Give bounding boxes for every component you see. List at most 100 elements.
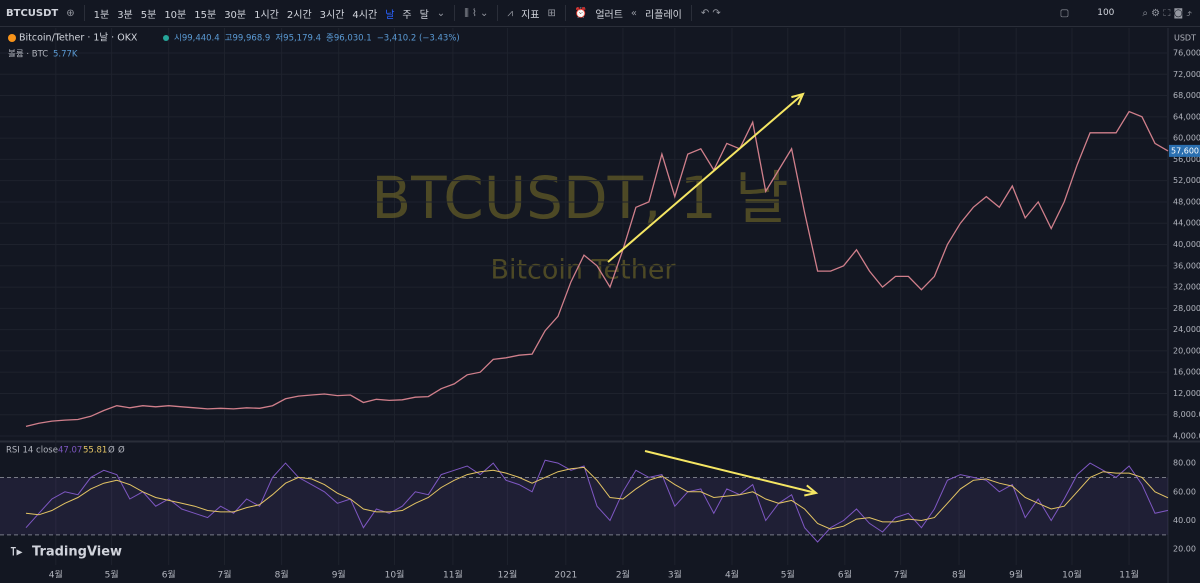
y-tick-label: 64,000.0 (1173, 112, 1200, 121)
legend-title: Bitcoin/Tether · 1날 · OKX (19, 33, 138, 44)
x-tick-label: 11월 (443, 569, 463, 581)
arrow-head (804, 484, 819, 497)
x-tick-label: 11월 (1119, 569, 1139, 581)
x-tick-label: 12월 (498, 569, 518, 581)
logo: TradingView (32, 545, 122, 560)
series-line (25, 466, 1169, 530)
y-tick-label: 48,000.0 (1173, 197, 1200, 206)
x-tick-label: 9월 (1009, 569, 1023, 581)
rsi-label: RSI 14 close (6, 446, 58, 456)
alert-icon[interactable]: ⏰ (574, 7, 588, 19)
interval[interactable]: 3분 (117, 9, 133, 21)
price-axis-bg (1168, 28, 1200, 583)
y-tick-label: 80.00 (1173, 459, 1196, 468)
interval[interactable]: 날 (385, 9, 395, 21)
ohlc-open: 시99,440.4 (174, 34, 220, 44)
y-tick-label: 4,000.0 (1173, 432, 1200, 441)
add-symbol[interactable]: ⊕ (66, 7, 75, 19)
y-tick-label: 52,000.0 (1173, 176, 1200, 185)
y-tick-label: 28,000.0 (1173, 304, 1200, 313)
right-icons[interactable]: ⌕ ⚙ ⛶ ◙ ⤴ (1142, 7, 1192, 19)
intervals: 1분 3분 5분 10분 15분 30분 1시간 2시간 3시간 4시간 날 주 달 (90, 6, 433, 21)
watermark-symbol: BTCUSDT, 1 날 (371, 164, 788, 232)
symbol-icon (8, 34, 16, 42)
y-tick-label: 20.00 (1173, 545, 1196, 554)
x-tick-label: 2021 (554, 571, 577, 581)
indicators-icon[interactable]: ⩘ (507, 7, 514, 19)
toolbar: BTCUSDT ⊕ 1분 3분 5분 10분 15분 30분 1시간 2시간 3시간 4시간 날 주 달… (0, 0, 1200, 27)
x-tick-label: 7월 (218, 569, 232, 581)
y-tick-label: 60,000.0 (1173, 134, 1200, 143)
interval[interactable]: 15분 (194, 9, 217, 21)
interval[interactable]: 달 (419, 9, 429, 21)
interval[interactable]: 5분 (140, 9, 157, 21)
symbol[interactable]: BTCUSDT (6, 7, 59, 19)
market-dot (163, 35, 169, 41)
arrow (644, 450, 817, 494)
y-tick-label: 68,000.0 (1173, 91, 1200, 100)
rsi-extra: Ø (108, 445, 115, 456)
y-tick-label: 56,000.0 (1173, 155, 1200, 164)
undo[interactable]: ↶ ↷ (700, 7, 721, 19)
y-tick-label: 76,000.0 (1173, 49, 1200, 58)
arrow (607, 93, 804, 263)
y-tick-label: 60.00 (1173, 487, 1196, 496)
y-tick-label: 36,000.0 (1173, 261, 1200, 270)
replay-icon[interactable]: « (630, 7, 638, 19)
currency: USDT (1174, 34, 1196, 43)
x-tick-label: 4월 (49, 569, 63, 581)
ohlc-close: 종96,030.1 (326, 34, 372, 44)
x-tick-label: 6월 (838, 569, 852, 581)
interval[interactable]: 1분 (93, 9, 110, 21)
x-tick-label: 4월 (725, 569, 739, 581)
rsi-extra: Ø (118, 445, 125, 456)
chart-type[interactable]: ⫼ ⌇ ⌄ (464, 7, 489, 19)
alert[interactable]: 얼러트 (595, 9, 623, 21)
x-tick-label: 8월 (952, 569, 966, 581)
zoom[interactable]: 100 (1097, 8, 1115, 18)
rsi-value: 47.07 (58, 446, 82, 456)
replay[interactable]: 리플레이 (645, 9, 682, 21)
y-tick-label: 16,000.0 (1173, 368, 1200, 377)
y-tick-label: 20,000.0 (1173, 346, 1200, 355)
x-tick-label: 5월 (781, 569, 795, 581)
y-tick-label: 12,000.0 (1173, 389, 1200, 398)
series-line (25, 110, 1169, 428)
x-tick-label: 10월 (1062, 569, 1082, 581)
interval[interactable]: 4시간 (352, 9, 378, 21)
x-tick-label: 6월 (162, 569, 176, 581)
templates[interactable]: ⊞ (547, 7, 556, 19)
interval[interactable]: 2시간 (286, 9, 312, 21)
interval[interactable]: 3시간 (319, 9, 345, 21)
x-tick-label: 3월 (668, 569, 682, 581)
ohlc-change: −3,410.2 (−3.43%) (377, 34, 460, 44)
ohlc-low: 저95,179.4 (275, 34, 321, 44)
layout[interactable]: ▢ (1059, 7, 1070, 19)
more[interactable]: ⌄ (436, 7, 446, 19)
ohlc-high: 고99,968.9 (225, 34, 271, 44)
x-tick-label: 7월 (894, 569, 908, 581)
x-tick-label: 2월 (616, 569, 630, 581)
y-tick-label: 24,000.0 (1173, 325, 1200, 334)
y-tick-label: 32,000.0 (1173, 283, 1200, 292)
y-tick-label: 72,000.0 (1173, 70, 1200, 79)
x-tick-label: 8월 (275, 569, 289, 581)
interval[interactable]: 1시간 (254, 9, 279, 21)
last-price-box (1169, 144, 1200, 157)
logo-mark: ⊺▸ (10, 545, 23, 559)
y-tick-label: 44,000.0 (1173, 219, 1200, 228)
interval[interactable]: 30분 (224, 9, 247, 21)
indicators[interactable]: 지표 (521, 9, 540, 21)
interval[interactable]: 주 (402, 9, 412, 21)
interval[interactable]: 10분 (164, 9, 187, 21)
y-tick-label: 8,000.0 (1173, 410, 1200, 419)
y-tick-label: 40,000.0 (1173, 240, 1200, 249)
arrow-head (791, 92, 805, 106)
x-tick-label: 10월 (385, 569, 405, 581)
rsi-ma-value: 55.81 (83, 446, 107, 456)
x-tick-label: 5월 (105, 569, 119, 581)
volume-value: 5.77K (53, 50, 78, 60)
series-line (25, 459, 1169, 543)
